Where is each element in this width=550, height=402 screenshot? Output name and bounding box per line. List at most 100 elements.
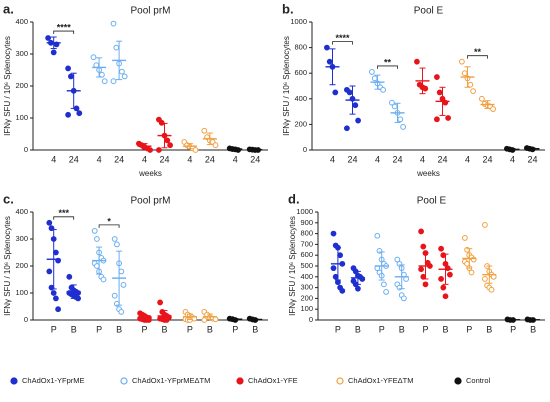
significance-label: ** xyxy=(384,57,392,67)
data-point xyxy=(66,273,73,280)
x-tick-label: P xyxy=(466,324,472,334)
x-tick-label: 24 xyxy=(250,154,260,164)
data-point xyxy=(50,49,57,56)
y-tick-label: 400 xyxy=(15,207,28,216)
chart-title: Pool E xyxy=(417,196,447,207)
data-point xyxy=(46,268,53,275)
data-point xyxy=(468,269,475,276)
data-point xyxy=(212,316,219,323)
data-point xyxy=(201,317,208,323)
data-point xyxy=(396,284,403,291)
x-tick-label: 24 xyxy=(69,154,79,164)
x-tick-label: P xyxy=(232,324,238,334)
x-axis-label: weeks xyxy=(138,169,162,178)
data-point xyxy=(344,125,350,132)
significance-bracket xyxy=(332,41,353,45)
x-tick-label: 24 xyxy=(482,154,492,164)
data-point xyxy=(488,286,495,293)
x-tick-label: B xyxy=(355,324,361,334)
y-tick-label: 700 xyxy=(300,239,313,248)
y-tick-label: 100 xyxy=(300,304,313,313)
chart-title: Pool prM xyxy=(130,196,170,207)
x-tick-label: P xyxy=(335,324,341,334)
x-tick-label: P xyxy=(510,324,516,334)
significance-label: **** xyxy=(335,33,350,43)
data-point xyxy=(110,20,117,27)
data-point xyxy=(389,99,395,106)
x-tick-label: 24 xyxy=(114,154,124,164)
data-point xyxy=(100,276,107,283)
data-point xyxy=(391,103,398,110)
data-point xyxy=(118,309,125,315)
data-point xyxy=(459,58,465,65)
legend-marker xyxy=(10,377,18,385)
x-tick-label: 4 xyxy=(465,154,470,164)
x-tick-label: 24 xyxy=(159,154,169,164)
data-point xyxy=(355,117,362,124)
data-point xyxy=(192,147,199,153)
data-point xyxy=(147,147,154,153)
y-tick-label: 300 xyxy=(15,234,28,243)
data-point xyxy=(418,266,425,273)
significance-label: ** xyxy=(474,47,482,57)
data-point xyxy=(326,58,333,65)
legend-label: ChAdOx1-YFE xyxy=(248,376,298,385)
data-point xyxy=(467,81,474,88)
y-tick-label: 200 xyxy=(15,261,28,270)
data-point xyxy=(164,137,171,144)
data-point xyxy=(53,295,59,302)
chart-title: Pool E xyxy=(414,6,444,17)
x-tick-label: 4 xyxy=(330,154,335,164)
y-axis-label: IFNγ SFU / 10⁶ Splenocytes xyxy=(288,216,297,316)
x-tick-label: 4 xyxy=(420,154,425,164)
x-tick-label: B xyxy=(71,324,77,334)
data-point xyxy=(380,86,387,93)
legend-label: ChAdOx1-YFprMEΔTM xyxy=(132,376,210,385)
significance-bracket xyxy=(53,30,75,35)
data-point xyxy=(90,54,97,61)
x-tick-label: B xyxy=(161,324,167,334)
data-point xyxy=(381,281,387,288)
data-point xyxy=(111,236,118,242)
panel-label: d. xyxy=(288,191,300,206)
data-point xyxy=(76,110,83,117)
legend-marker xyxy=(120,377,128,385)
y-tick-label: 0 xyxy=(309,315,313,324)
data-point xyxy=(94,236,100,242)
data-point xyxy=(113,44,120,51)
data-point xyxy=(434,116,440,123)
x-axis-label: weeks xyxy=(416,169,440,178)
legend-label: ChAdOx1-YFprME xyxy=(22,376,85,385)
x-tick-label: P xyxy=(379,324,385,334)
data-point xyxy=(157,299,164,306)
x-tick-label: P xyxy=(96,324,102,334)
y-tick-label: 400 xyxy=(294,94,307,103)
data-point xyxy=(332,89,339,96)
data-point xyxy=(158,119,165,126)
data-point xyxy=(440,284,447,291)
x-tick-label: 4 xyxy=(233,154,238,164)
data-point xyxy=(330,265,337,272)
legend-marker xyxy=(454,377,462,385)
significance-label: * xyxy=(107,216,111,226)
legend-marker xyxy=(336,377,344,385)
data-point xyxy=(414,58,420,65)
data-point xyxy=(355,285,361,292)
significance-bracket xyxy=(377,65,398,69)
data-point xyxy=(397,116,404,123)
data-point xyxy=(120,282,127,288)
x-tick-label: 4 xyxy=(510,154,515,164)
y-tick-label: 100 xyxy=(15,288,28,297)
chart-title: Pool prM xyxy=(130,6,170,17)
y-tick-label: 100 xyxy=(15,113,28,122)
y-tick-label: 200 xyxy=(300,293,313,302)
x-tick-label: 4 xyxy=(51,154,56,164)
x-tick-label: 4 xyxy=(375,154,380,164)
y-tick-label: 400 xyxy=(15,17,28,26)
data-point xyxy=(422,85,429,92)
y-tick-label: 200 xyxy=(294,119,307,128)
data-point xyxy=(400,124,407,130)
x-tick-label: 4 xyxy=(142,154,147,164)
panel-label: c. xyxy=(3,191,14,206)
y-tick-label: 800 xyxy=(300,229,313,238)
